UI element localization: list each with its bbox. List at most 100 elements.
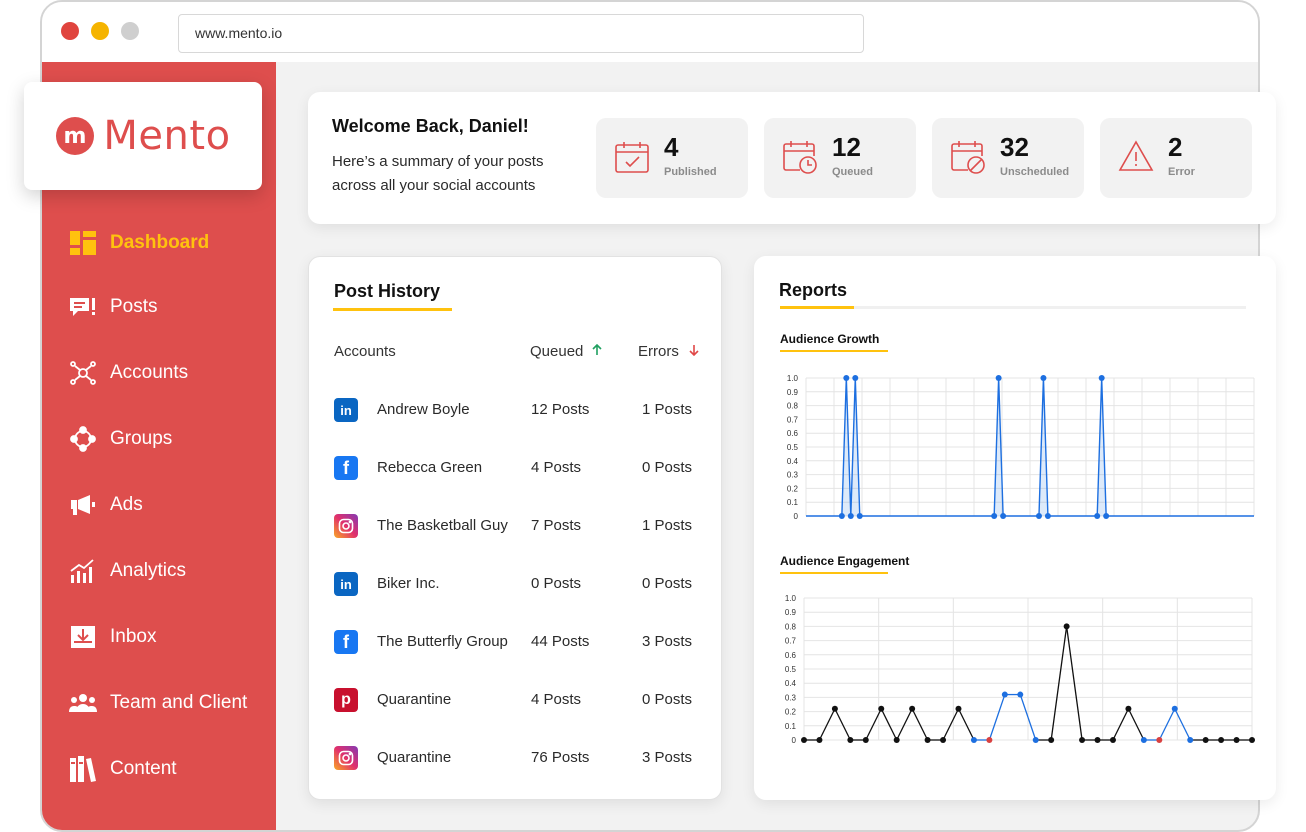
sidebar-item-inbox[interactable]: Inbox (68, 622, 156, 652)
inbox-icon (68, 623, 98, 651)
post-history-title: Post History (334, 281, 441, 301)
welcome-title: Welcome Back, Daniel! (332, 116, 529, 136)
stat-queued[interactable]: 12 Queued (764, 118, 916, 198)
y-tick-label: 0.7 (787, 415, 799, 424)
y-tick-label: 0.3 (787, 471, 799, 480)
y-tick-label: 0.8 (787, 402, 799, 411)
error-count: 0 Posts (642, 575, 693, 592)
table-row[interactable]: Quarantine 76 Posts 3 Posts (333, 745, 713, 771)
engagement-point (924, 737, 931, 743)
engagement-point (955, 705, 962, 712)
facebook-icon: f (334, 456, 358, 480)
y-tick-label: 0 (794, 512, 799, 521)
sidebar-item-accounts[interactable]: Accounts (68, 358, 188, 388)
growth-point (991, 513, 998, 519)
audience-engagement-chart: 0 0.1 0.2 0.3 0.4 0.5 0.6 0.7 0.8 0.9 1.0 (785, 594, 1255, 745)
error-count: 0 Posts (642, 459, 693, 476)
engagement-segment (865, 708, 882, 741)
sidebar-item-label: Posts (110, 296, 158, 317)
engagement-point (1187, 737, 1194, 743)
table-row[interactable]: f The Butterfly Group 44 Posts 3 Posts (333, 629, 713, 655)
instagram-icon (334, 514, 358, 538)
engagement-point (1125, 705, 1132, 712)
sidebar-item-ads[interactable]: Ads (68, 490, 143, 520)
column-header-label: Errors (638, 343, 679, 360)
title-underline (780, 306, 854, 309)
stat-unscheduled[interactable]: 32 Unscheduled (932, 118, 1084, 198)
mento-logo-icon: m (56, 117, 95, 155)
table-row[interactable]: The Basketball Guy 7 Posts 1 Posts (333, 513, 713, 539)
growth-point (1040, 375, 1047, 381)
sidebar-item-label: Content (110, 758, 177, 779)
sidebar-item-content[interactable]: Content (68, 754, 177, 784)
engagement-segment (1050, 626, 1068, 741)
engagement-point (801, 737, 807, 743)
calendar-cancel-icon (950, 140, 986, 179)
table-row[interactable]: p Quarantine 4 Posts 0 Posts (333, 687, 713, 713)
dashboard-icon (68, 229, 98, 257)
maximize-window-button[interactable] (121, 22, 139, 40)
subtitle-underline (780, 350, 888, 352)
account-name: Quarantine (377, 691, 452, 708)
growth-point (1094, 513, 1101, 519)
error-count: 3 Posts (642, 633, 693, 650)
engagement-point (1063, 623, 1070, 630)
stat-published[interactable]: 4 Published (596, 118, 748, 198)
column-header-accounts[interactable]: Accounts (334, 343, 396, 360)
growth-point (1044, 513, 1051, 519)
sidebar-item-groups[interactable]: Groups (68, 424, 172, 454)
team-icon (68, 689, 98, 717)
reports-divider (780, 306, 1246, 309)
y-tick-label: 0.6 (785, 651, 797, 660)
table-row[interactable]: in Biker Inc. 0 Posts 0 Posts (333, 571, 713, 597)
sidebar-item-team-and-client[interactable]: Team and Client (68, 688, 247, 718)
close-window-button[interactable] (61, 22, 79, 40)
browser-toolbar: www.mento.io (42, 2, 1258, 62)
growth-point (838, 513, 845, 519)
instagram-icon (334, 746, 358, 770)
audience-engagement-title: Audience Engagement (780, 554, 910, 568)
stat-value: 32 (1000, 132, 1029, 162)
queued-count: 0 Posts (531, 575, 582, 592)
sidebar-item-label: Dashboard (110, 232, 210, 253)
stat-error[interactable]: 2 Error (1100, 118, 1252, 198)
post-history-card: Post History Accounts Queued Errors in A… (308, 256, 722, 800)
engagement-point (1079, 737, 1086, 743)
sidebar-item-label: Groups (110, 428, 173, 449)
stat-label: Queued (832, 166, 873, 178)
engagement-segment (880, 708, 898, 741)
y-tick-label: 0.1 (785, 722, 797, 731)
queued-count: 76 Posts (531, 749, 590, 766)
sidebar-item-analytics[interactable]: Analytics (68, 556, 186, 586)
logo-letter: m (64, 124, 87, 149)
engagement-segment (818, 708, 836, 741)
y-tick-label: 0.2 (785, 708, 797, 717)
engagement-point (1218, 737, 1225, 743)
linkedin-icon: in (334, 572, 358, 596)
analytics-icon (68, 557, 98, 585)
engagement-point (1202, 737, 1209, 743)
table-row[interactable]: f Rebecca Green 4 Posts 0 Posts (333, 455, 713, 481)
calendar-check-icon (614, 140, 650, 179)
sidebar: Dashboard Posts Accounts Groups Ads (42, 62, 276, 830)
engagement-point (847, 737, 854, 743)
stat-value: 4 (664, 132, 679, 162)
growth-point (843, 375, 850, 381)
address-bar[interactable]: www.mento.io (178, 14, 864, 53)
column-header-errors[interactable]: Errors (638, 343, 699, 360)
sidebar-item-posts[interactable]: Posts (68, 292, 158, 322)
error-count: 1 Posts (642, 401, 693, 418)
y-tick-label: 0 (792, 736, 797, 745)
engagement-point (986, 737, 993, 743)
brand-logo[interactable]: m Mento (24, 82, 262, 190)
engagement-point (878, 705, 885, 712)
audience-growth-chart: 0 0.1 0.2 0.3 0.4 0.5 0.6 0.7 0.8 0.9 1.0 (787, 374, 1255, 521)
engagement-point (1109, 737, 1116, 743)
table-row[interactable]: in Andrew Boyle 12 Posts 1 Posts (333, 397, 713, 423)
column-header-queued[interactable]: Queued (530, 343, 602, 360)
sidebar-item-dashboard[interactable]: Dashboard (68, 228, 209, 258)
engagement-segment (1019, 694, 1037, 741)
error-count: 0 Posts (642, 691, 693, 708)
minimize-window-button[interactable] (91, 22, 109, 40)
growth-point (1035, 513, 1042, 519)
